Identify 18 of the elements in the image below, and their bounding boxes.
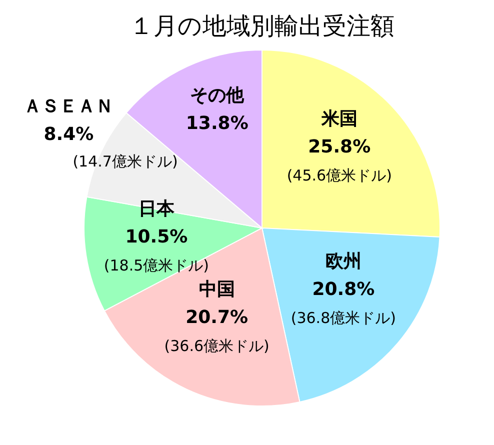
data-label: 10.5% bbox=[125, 226, 188, 248]
text: (18.5億米ドル) bbox=[104, 256, 210, 274]
slice-label: ＡＳＥＡＮ bbox=[24, 96, 114, 118]
slice-label: その他 bbox=[190, 85, 246, 106]
slice-label: 日本 bbox=[138, 198, 176, 220]
slice-label: 米国 bbox=[320, 108, 358, 130]
data-label: 20.7% bbox=[186, 306, 248, 328]
data-label: 25.8% bbox=[308, 136, 371, 158]
text: (14.7億米ドル) bbox=[72, 152, 178, 170]
text: (36.6億米ドル) bbox=[164, 336, 270, 355]
chart-title: １月の地域別輸出受注額 bbox=[130, 12, 394, 40]
data-label: 8.4% bbox=[44, 124, 94, 146]
slice-label: 欧州 bbox=[325, 251, 362, 272]
data-label: 13.8% bbox=[186, 113, 248, 134]
data-label: 20.8% bbox=[312, 279, 375, 300]
slice-label: 中国 bbox=[198, 278, 235, 300]
text: (45.6億米ドル) bbox=[286, 166, 392, 184]
text: (36.8億米ドル) bbox=[290, 309, 396, 328]
